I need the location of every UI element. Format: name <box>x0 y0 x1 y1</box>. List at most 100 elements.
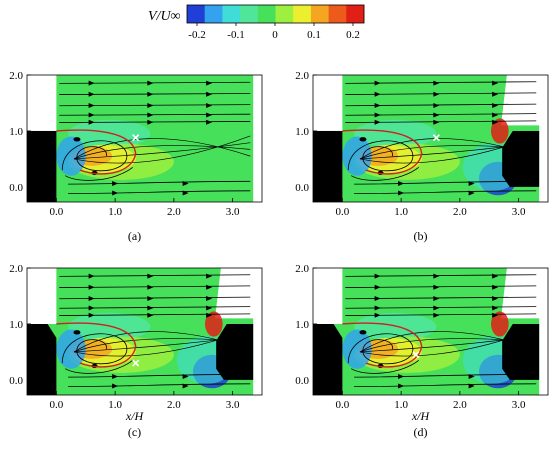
streamline-arrow <box>492 312 499 318</box>
streamline-arrow <box>112 374 119 380</box>
contour-low <box>354 312 437 341</box>
streamline-arrow <box>147 295 154 301</box>
vortex-core <box>359 137 367 142</box>
contour-negative <box>56 136 86 176</box>
streamline-arrow <box>492 102 499 108</box>
streamline-arrow <box>147 273 154 279</box>
streamline-arrow <box>468 190 475 196</box>
streamline-arrow <box>374 305 381 311</box>
y-tick-label: 2.0 <box>9 263 23 275</box>
streamline-arrow <box>88 112 95 118</box>
upstream-obstacle <box>27 323 57 395</box>
streamline-arrow <box>374 119 381 125</box>
streamline-arrow <box>88 305 95 311</box>
axes-frame <box>312 267 549 396</box>
axes-frame <box>312 74 549 203</box>
streamline-arrow <box>492 119 499 125</box>
separation-line <box>342 322 423 368</box>
streamline-arrow <box>147 284 154 290</box>
streamline-arrow <box>433 102 440 108</box>
streamline-arrow <box>147 305 154 311</box>
streamline-arrow <box>206 312 213 318</box>
streamline-arrow <box>147 102 154 108</box>
x-tick-label: 2.0 <box>167 206 181 218</box>
streamline-arrow <box>88 273 95 279</box>
x-tick-label: 1.0 <box>108 399 122 411</box>
streamline-arrow <box>492 295 499 301</box>
streamline-arrow <box>433 273 440 279</box>
x-tick-label: 0.0 <box>50 399 64 411</box>
x-tick-label: 1.0 <box>394 206 408 218</box>
downstream-obstacle <box>502 130 540 187</box>
streamline-arrow <box>433 80 440 86</box>
colorbar-cell <box>275 5 294 23</box>
streamline-arrow <box>433 305 440 311</box>
downstream-obstacle <box>502 323 540 380</box>
x-tick-label: 0.0 <box>50 206 64 218</box>
streamline-arrow <box>206 102 213 108</box>
streamline-arrow <box>112 190 119 196</box>
colorbar-cells <box>186 4 365 24</box>
contour-low <box>68 312 151 341</box>
streamline-arrow <box>147 312 154 318</box>
colorbar-tick-label: 0.1 <box>307 29 321 41</box>
contour-upwash <box>491 311 509 337</box>
streamline <box>73 142 251 160</box>
panel-label: (d) <box>414 425 428 439</box>
reattachment-marker <box>432 134 440 142</box>
panel-b: 0.0 1.0 2.0 3.0 0.0 1.0 2.0 (b) <box>295 70 549 243</box>
axes-frame <box>26 74 263 203</box>
streamline <box>68 190 251 195</box>
streamline-arrow <box>182 190 189 196</box>
contour-upwash <box>205 311 223 337</box>
colorbar-ticks: -0.2 -0.1 0 0.1 0.2 <box>188 23 360 41</box>
streamline <box>68 383 251 388</box>
x-tick-label: 3.0 <box>512 399 526 411</box>
reattachment-marker <box>412 351 420 359</box>
streamline-arrow <box>206 112 213 118</box>
x-axis-label: x/H <box>125 409 145 423</box>
colorbar-cell <box>222 5 241 23</box>
x-axis-label: x/H <box>411 409 431 423</box>
streamline <box>73 135 251 164</box>
streamline-arrow <box>492 112 499 118</box>
streamline-arrow <box>206 119 213 125</box>
vortex-streamline <box>64 166 133 181</box>
streamline-arrow <box>374 312 381 318</box>
contour-low <box>354 119 437 148</box>
streamline-arrow <box>112 181 119 187</box>
streamline-arrow <box>398 374 405 380</box>
streamline-arrow <box>206 273 213 279</box>
streamlines <box>345 273 537 389</box>
vortex-streamline <box>61 140 128 172</box>
streamline-arrow <box>182 374 189 380</box>
colorbar-cell <box>293 5 312 23</box>
colorbar-cell <box>240 5 259 23</box>
vortex-core <box>73 137 81 142</box>
panels: 0.0 1.0 2.0 3.0 0.0 1.0 2.0 (a) 0.0 1.0 2.0 3.0 0.0 1… <box>9 70 549 439</box>
panel-a: 0.0 1.0 2.0 3.0 0.0 1.0 2.0 (a) <box>9 70 263 243</box>
streamline-arrow <box>147 112 154 118</box>
colorbar-cell <box>346 5 365 23</box>
vortex-core <box>73 330 81 335</box>
streamline-arrow <box>374 284 381 290</box>
streamline-arrow <box>374 112 381 118</box>
x-tick-label: 3.0 <box>226 399 240 411</box>
colorbar-cell <box>328 5 347 23</box>
streamline-arrow <box>88 91 95 97</box>
panel-label: (b) <box>414 229 428 243</box>
streamline-arrow <box>433 312 440 318</box>
y-tick-label: 1.0 <box>295 126 309 138</box>
colorbar-tick-label: 0 <box>272 29 278 41</box>
y-tick-label: 1.0 <box>9 319 23 331</box>
x-tick-label: 0.0 <box>336 399 350 411</box>
vortex-streamline <box>347 140 414 172</box>
upstream-obstacle <box>313 323 343 395</box>
streamline <box>354 190 537 195</box>
contour-negative <box>56 329 86 369</box>
streamline <box>73 138 251 160</box>
y-tick-label: 0.0 <box>295 182 309 194</box>
colorbar-tick-label: -0.2 <box>188 29 205 41</box>
streamline-arrow <box>374 80 381 86</box>
colorbar: V/U∞ -0.2 -0.1 0 0.1 0.2 <box>148 4 365 41</box>
